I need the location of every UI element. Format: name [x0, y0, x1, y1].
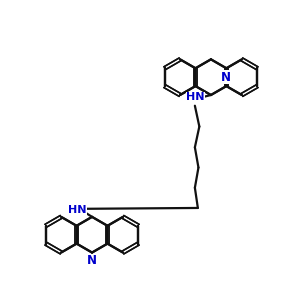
- Text: HN: HN: [186, 92, 205, 102]
- Text: N: N: [87, 254, 97, 267]
- Text: N: N: [221, 71, 231, 84]
- Text: HN: HN: [68, 205, 86, 215]
